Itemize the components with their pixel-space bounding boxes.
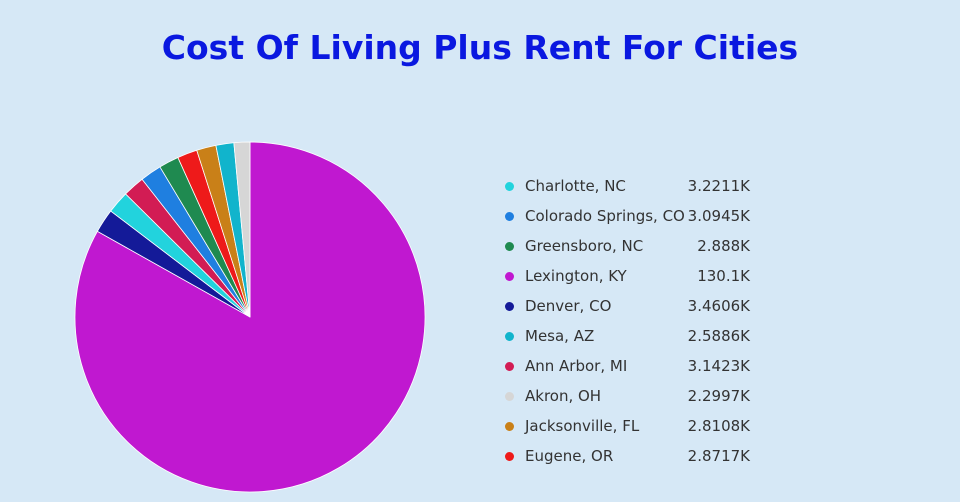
chart-legend: Charlotte, NC 3.2211K Colorado Springs, CO… — [505, 176, 765, 476]
legend-label: Eugene, OR — [525, 447, 614, 465]
legend-label: Lexington, KY — [525, 267, 627, 285]
legend-value: 2.2997K — [687, 387, 750, 405]
legend-value: 3.1423K — [687, 357, 750, 375]
legend-swatch — [505, 302, 514, 311]
legend-item[interactable]: Charlotte, NC 3.2211K — [505, 176, 765, 206]
legend-swatch — [505, 422, 514, 431]
legend-value: 2.5886K — [687, 327, 750, 345]
legend-item[interactable]: Mesa, AZ 2.5886K — [505, 326, 765, 356]
legend-label: Charlotte, NC — [525, 177, 626, 195]
legend-item[interactable]: Akron, OH 2.2997K — [505, 386, 765, 416]
legend-label: Akron, OH — [525, 387, 602, 405]
legend-swatch — [505, 212, 514, 221]
chart-title: Cost Of Living Plus Rent For Cities — [161, 28, 799, 67]
legend-value: 2.888K — [697, 237, 750, 255]
legend-label: Greensboro, NC — [525, 237, 644, 255]
legend-swatch — [505, 242, 514, 251]
legend-item[interactable]: Lexington, KY 130.1K — [505, 266, 765, 296]
legend-item[interactable]: Denver, CO 3.4606K — [505, 296, 765, 326]
legend-value: 3.2211K — [687, 177, 750, 195]
legend-swatch — [505, 392, 514, 401]
pie-slice-akron-oh[interactable] — [233, 141, 251, 318]
legend-value: 2.8717K — [687, 447, 750, 465]
legend-item[interactable]: Jacksonville, FL 2.8108K — [505, 416, 765, 446]
legend-item[interactable]: Greensboro, NC 2.888K — [505, 236, 765, 266]
legend-value: 3.0945K — [687, 207, 750, 225]
legend-swatch — [505, 272, 514, 281]
pie-chart-svg — [74, 141, 426, 493]
legend-label: Denver, CO — [525, 297, 612, 315]
legend-swatch — [505, 182, 514, 191]
legend-item[interactable]: Eugene, OR 2.8717K — [505, 446, 765, 476]
legend-swatch — [505, 452, 514, 461]
legend-label: Mesa, AZ — [525, 327, 595, 345]
legend-value: 130.1K — [697, 267, 750, 285]
legend-value: 3.4606K — [687, 297, 750, 315]
legend-swatch — [505, 362, 514, 371]
legend-label: Ann Arbor, MI — [525, 357, 628, 375]
legend-label: Colorado Springs, CO — [525, 207, 685, 225]
pie-chart — [70, 137, 430, 497]
legend-swatch — [505, 332, 514, 341]
legend-item[interactable]: Colorado Springs, CO 3.0945K — [505, 206, 765, 236]
legend-value: 2.8108K — [687, 417, 750, 435]
legend-label: Jacksonville, FL — [525, 417, 640, 435]
legend-item[interactable]: Ann Arbor, MI 3.1423K — [505, 356, 765, 386]
